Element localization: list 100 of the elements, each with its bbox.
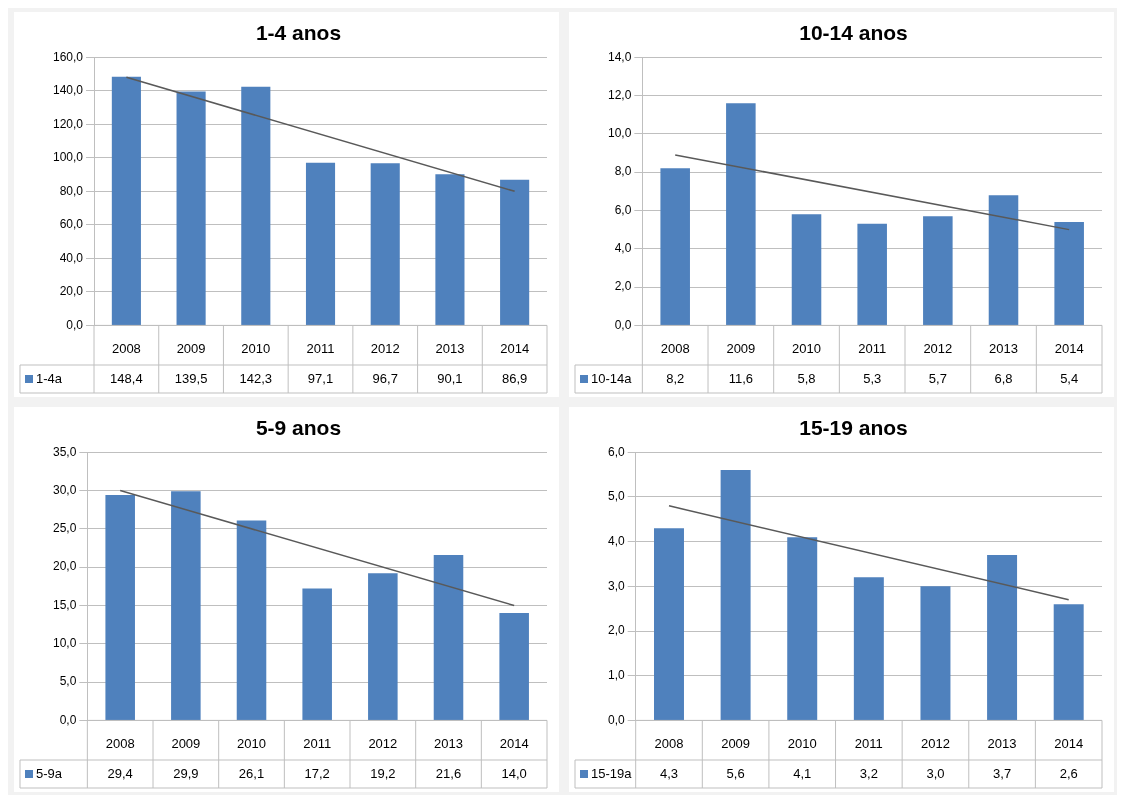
y-tick-label: 8,0 [614, 164, 632, 179]
bar [660, 168, 690, 325]
data-label: 11,6 [728, 370, 754, 386]
y-tick-label: 5,0 [59, 674, 77, 689]
data-label: 97,1 [307, 370, 334, 386]
y-tick-label: 140,0 [53, 83, 84, 98]
x-tick-label: 2009 [726, 340, 756, 356]
bar [654, 528, 684, 720]
bar [241, 86, 271, 325]
x-tick-label: 2009 [176, 340, 206, 356]
y-tick-label: 0,0 [614, 317, 632, 332]
y-tick-label: 6,0 [607, 444, 625, 459]
data-label: 5,8 [797, 370, 816, 386]
x-tick-label: 2010 [241, 340, 271, 356]
data-label: 86,9 [501, 370, 528, 386]
x-tick-label: 2012 [368, 735, 398, 751]
data-label: 3,7 [993, 765, 1012, 781]
data-label: 29,9 [173, 765, 199, 781]
data-label: 19,2 [370, 765, 396, 781]
y-tick-label: 80,0 [59, 183, 84, 198]
chart-title: 1-4 anos [255, 21, 342, 45]
bar [1054, 221, 1084, 325]
y-tick-label: 10,0 [53, 636, 77, 651]
y-tick-label: 12,0 [608, 87, 632, 102]
data-label: 3,0 [926, 765, 945, 781]
x-tick-label: 2011 [306, 340, 335, 356]
bar [857, 223, 887, 325]
x-tick-label: 2010 [792, 340, 821, 356]
y-tick-label: 2,0 [614, 279, 632, 294]
data-label: 4,1 [793, 765, 812, 781]
data-label: 29,4 [107, 765, 133, 781]
bar [720, 470, 751, 720]
bar [499, 613, 529, 720]
data-label: 5,6 [726, 765, 745, 781]
x-tick-label: 2014 [500, 340, 530, 356]
data-label: 139,5 [174, 370, 208, 386]
x-tick-label: 2013 [987, 735, 1017, 751]
data-label: 90,1 [437, 370, 463, 386]
data-label: 6,8 [994, 370, 1013, 386]
chart-title: 10-14 anos [799, 21, 908, 45]
x-tick-label: 2012 [370, 340, 400, 356]
y-tick-label: 100,0 [53, 150, 84, 165]
bar [305, 162, 336, 325]
y-tick-label: 60,0 [59, 217, 84, 232]
bar [923, 216, 953, 325]
bar [853, 577, 884, 720]
y-tick-label: 4,0 [607, 533, 625, 548]
y-tick-label: 0,0 [59, 712, 77, 727]
bar [433, 554, 464, 720]
x-tick-label: 2011 [858, 340, 887, 356]
x-tick-label: 2013 [434, 735, 463, 751]
legend-label: 10-14a [591, 370, 633, 386]
x-tick-label: 2008 [660, 340, 690, 356]
bar [791, 214, 822, 325]
data-label: 142,3 [239, 370, 273, 386]
chart-title: 5-9 anos [255, 416, 342, 440]
x-tick-label: 2013 [989, 340, 1018, 356]
legend-label: 5-9a [36, 765, 63, 781]
bar [236, 520, 267, 720]
data-label: 5,3 [863, 370, 882, 386]
x-tick-label: 2008 [105, 735, 135, 751]
data-label: 3,2 [859, 765, 878, 781]
y-tick-label: 3,0 [607, 578, 625, 593]
y-tick-label: 30,0 [53, 482, 77, 497]
data-label: 148,4 [110, 370, 143, 386]
x-tick-label: 2014 [499, 735, 529, 751]
data-label: 4,3 [659, 765, 679, 781]
bar [370, 163, 400, 325]
y-tick-label: 25,0 [53, 521, 77, 536]
y-tick-label: 0,0 [607, 712, 625, 727]
x-tick-label: 2014 [1054, 735, 1084, 751]
x-tick-label: 2009 [721, 735, 751, 751]
x-tick-label: 2012 [921, 735, 950, 751]
bar [920, 586, 951, 720]
data-label: 14,0 [501, 765, 527, 781]
data-label: 26,1 [238, 765, 265, 781]
x-tick-label: 2010 [237, 735, 266, 751]
y-tick-label: 20,0 [59, 284, 84, 299]
x-tick-label: 2011 [303, 735, 332, 751]
bar [435, 174, 465, 325]
data-label: 17,2 [304, 765, 330, 781]
bar [1053, 604, 1084, 720]
data-label: 96,7 [372, 370, 398, 386]
bar [176, 91, 206, 325]
y-tick-label: 10,0 [608, 126, 632, 141]
bar [988, 195, 1019, 325]
data-label: 2,6 [1059, 765, 1078, 781]
x-tick-label: 2008 [111, 340, 141, 356]
data-label: 21,6 [435, 765, 462, 781]
x-tick-label: 2013 [435, 340, 465, 356]
bar [302, 588, 332, 720]
y-tick-label: 4,0 [614, 241, 632, 256]
bar [105, 495, 135, 720]
y-tick-label: 2,0 [607, 623, 625, 638]
y-tick-label: 15,0 [53, 597, 77, 612]
legend-label: 1-4a [36, 370, 63, 386]
bar [726, 103, 756, 325]
y-tick-label: 0,0 [66, 317, 84, 332]
x-tick-label: 2014 [1054, 340, 1084, 356]
y-tick-label: 120,0 [53, 116, 84, 131]
